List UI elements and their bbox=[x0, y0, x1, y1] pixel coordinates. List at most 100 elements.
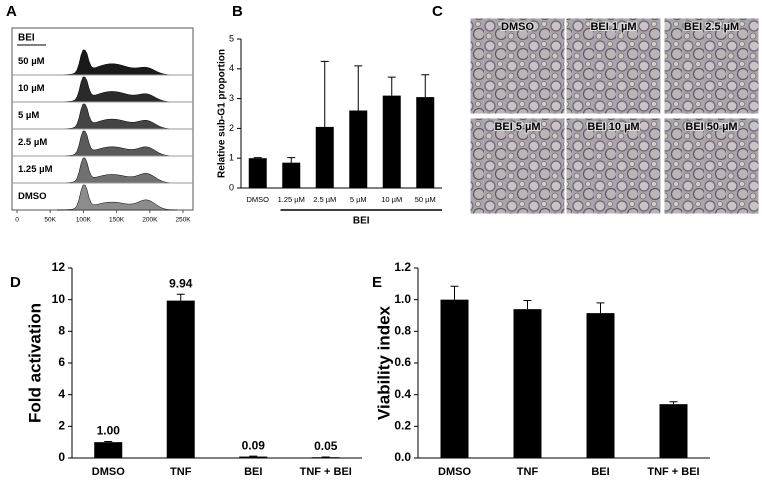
y-tick-label: 0.0 bbox=[394, 450, 411, 464]
y-tick-label: 10 bbox=[52, 292, 66, 306]
x-tick-label: TNF + BEI bbox=[300, 466, 352, 478]
histogram-shape bbox=[56, 184, 178, 211]
micrograph bbox=[565, 17, 662, 115]
value-label: 9.94 bbox=[169, 276, 193, 290]
micrograph bbox=[469, 17, 566, 115]
y-tick-label: 0.6 bbox=[394, 355, 411, 369]
x-tick-label: BEI bbox=[244, 466, 262, 478]
x-tick-label: TNF bbox=[170, 466, 192, 478]
y-tick-label: 2 bbox=[229, 123, 234, 133]
x-tick-label: DMSO bbox=[438, 466, 471, 478]
bar bbox=[94, 442, 123, 458]
micrograph bbox=[469, 117, 566, 215]
x-tick-label: DMSO bbox=[92, 466, 125, 478]
x-axis-title: BEI bbox=[353, 216, 370, 227]
y-tick-label: 1 bbox=[229, 153, 234, 163]
y-tick-label: 0.8 bbox=[394, 324, 411, 338]
x-tick-label: BEI bbox=[591, 466, 609, 478]
x-tick-label: TNF + BEI bbox=[647, 466, 699, 478]
bar bbox=[315, 126, 334, 188]
y-axis-title: Relative sub-G1 proportion bbox=[217, 49, 228, 178]
error-bar bbox=[354, 65, 363, 111]
micrograph bbox=[663, 17, 760, 115]
bar bbox=[166, 300, 195, 458]
error-bar bbox=[421, 74, 430, 98]
bar bbox=[282, 162, 301, 188]
row-label: 50 µM bbox=[18, 56, 45, 67]
x-tick-label: 100K bbox=[76, 217, 92, 224]
error-bar bbox=[320, 60, 329, 127]
x-tick-label: 0 bbox=[15, 217, 19, 224]
x-tick-label: 250K bbox=[175, 217, 191, 224]
x-tick-label: 150K bbox=[109, 217, 125, 224]
y-tick-label: 0.2 bbox=[394, 419, 411, 433]
y-tick-label: 4 bbox=[229, 63, 234, 73]
y-tick-label: 2 bbox=[58, 419, 65, 433]
row-label: 5 µM bbox=[18, 110, 39, 121]
y-tick-label: 3 bbox=[229, 93, 234, 103]
x-tick-label: DMSO bbox=[247, 195, 270, 204]
x-tick-label: 5 µM bbox=[350, 195, 367, 204]
y-tick-label: 12 bbox=[52, 260, 66, 274]
error-bar bbox=[523, 299, 532, 310]
bar bbox=[416, 97, 435, 188]
panel-letter: C bbox=[432, 3, 443, 20]
y-tick-label: 1.0 bbox=[394, 292, 411, 306]
micrograph-label: BEI 2.5 µM bbox=[684, 21, 739, 33]
micrograph-label: BEI 5 µM bbox=[494, 121, 540, 133]
histogram-shape bbox=[56, 76, 178, 103]
panel-letter: E bbox=[372, 274, 382, 291]
error-bar bbox=[104, 441, 113, 443]
error-bar bbox=[596, 302, 605, 314]
x-tick-label: 1.25 µM bbox=[278, 195, 305, 204]
histogram-shape bbox=[56, 103, 178, 130]
histogram-shape bbox=[56, 157, 178, 184]
value-label: 1.00 bbox=[97, 424, 121, 438]
group-label: BEI bbox=[18, 33, 35, 44]
error-bar bbox=[669, 401, 678, 405]
bar bbox=[382, 95, 401, 188]
bar bbox=[586, 313, 615, 458]
value-label: 0.05 bbox=[314, 439, 338, 453]
y-tick-label: 0 bbox=[229, 182, 234, 192]
row-label: 1.25 µM bbox=[18, 164, 53, 175]
micrograph bbox=[565, 117, 662, 215]
row-label: DMSO bbox=[18, 191, 47, 202]
histogram-shape bbox=[56, 130, 178, 157]
bar bbox=[248, 158, 267, 188]
y-tick-label: 4 bbox=[58, 387, 65, 401]
row-label: 10 µM bbox=[18, 83, 45, 94]
bar bbox=[440, 299, 469, 458]
y-tick-label: 0.4 bbox=[394, 387, 411, 401]
bar bbox=[659, 404, 688, 458]
error-bar bbox=[253, 157, 262, 159]
x-tick-label: 10 µM bbox=[381, 195, 402, 204]
bar bbox=[513, 309, 542, 458]
panel-letter: D bbox=[10, 274, 21, 291]
bar bbox=[311, 457, 340, 458]
error-bar bbox=[387, 76, 396, 96]
x-tick-label: TNF bbox=[517, 466, 539, 478]
y-tick-label: 1.2 bbox=[394, 260, 411, 274]
micrograph-label: BEI 1 µM bbox=[590, 21, 636, 33]
error-bar bbox=[450, 285, 459, 300]
panel-letter: B bbox=[232, 3, 243, 20]
error-bar bbox=[176, 293, 185, 301]
bar bbox=[349, 110, 368, 188]
micrograph-label: DMSO bbox=[501, 21, 534, 33]
micrograph-label: BEI 50 µM bbox=[685, 121, 737, 133]
y-axis-title: Fold activation bbox=[25, 303, 44, 423]
micrograph-label: BEI 10 µM bbox=[587, 121, 639, 133]
row-label: 2.5 µM bbox=[18, 137, 47, 148]
y-tick-label: 8 bbox=[58, 324, 65, 338]
panel-letter: A bbox=[6, 3, 17, 20]
x-tick-label: 200K bbox=[142, 217, 158, 224]
x-tick-label: 50 µM bbox=[415, 195, 436, 204]
error-bar bbox=[287, 157, 296, 163]
histogram-shape bbox=[56, 49, 178, 76]
y-tick-label: 0 bbox=[58, 450, 65, 464]
micrograph bbox=[663, 117, 760, 215]
y-tick-label: 6 bbox=[58, 355, 65, 369]
